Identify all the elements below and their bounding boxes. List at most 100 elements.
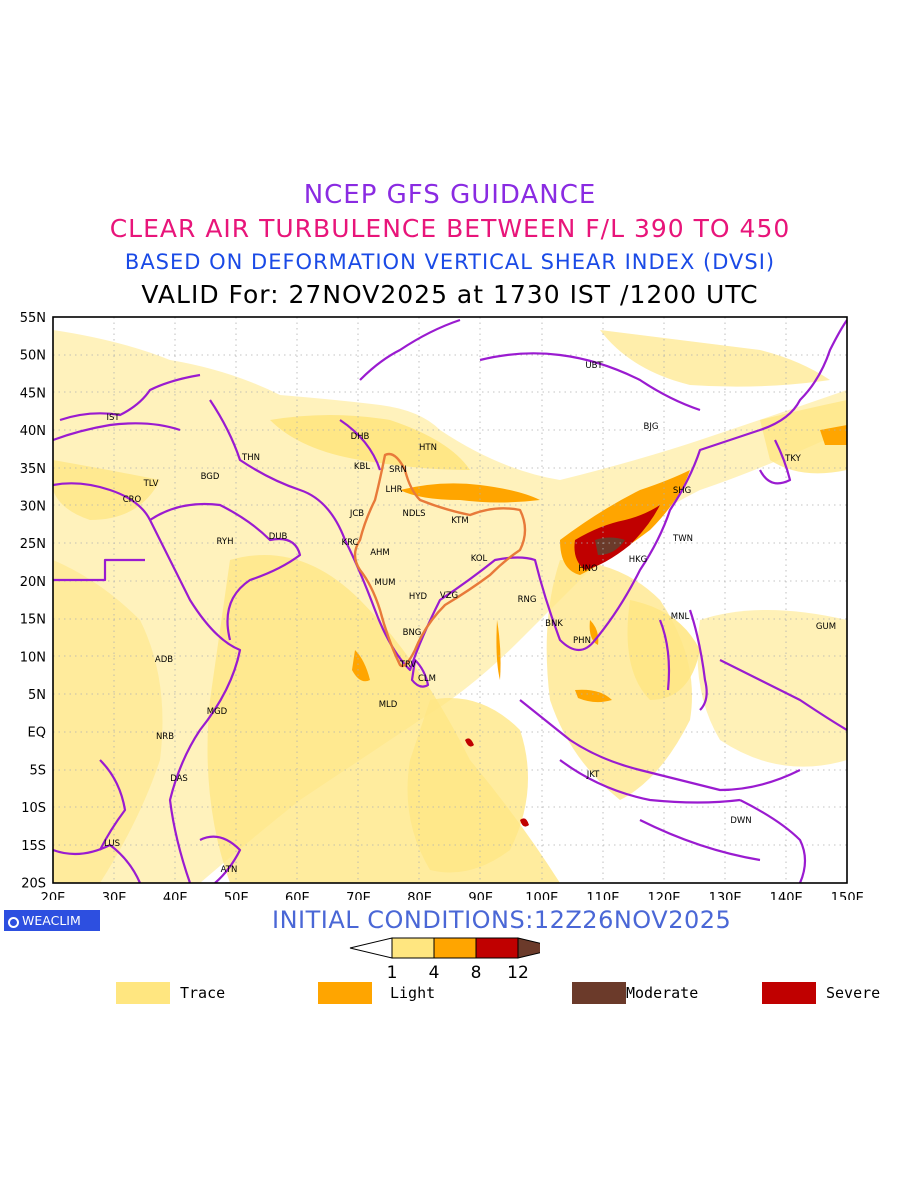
- logo-text: WEACLIM: [22, 913, 81, 928]
- colorbar-tick-8: 8: [471, 963, 482, 983]
- lon-label: 70E: [346, 891, 371, 900]
- colorbar-trace-box: [391, 937, 435, 959]
- title-line-2: CLEAR AIR TURBULENCE BETWEEN F/L 390 TO …: [109, 214, 791, 243]
- lat-label: 55N: [20, 311, 46, 326]
- city-label-tlv: TLV: [143, 479, 159, 489]
- lon-label: 140E: [770, 891, 803, 900]
- legend-label-moderate: Moderate: [626, 984, 699, 1002]
- lat-label: 30N: [20, 500, 46, 515]
- latitude-labels: 55N 50N 45N 40N 35N 30N 25N 20N 15N 10N 5N EQ 5S 10S 1…: [20, 311, 46, 892]
- city-label-adb: ADB: [155, 655, 173, 665]
- city-label-hyd: HYD: [409, 592, 428, 602]
- lon-label: 50E: [224, 891, 249, 900]
- city-label-ahm: AHM: [370, 548, 390, 558]
- lon-label: 110E: [586, 891, 619, 900]
- lat-label: 35N: [20, 462, 46, 477]
- city-label-kol: KOL: [471, 554, 488, 564]
- lon-label: 20E: [41, 891, 66, 900]
- india-boundary: [353, 452, 527, 668]
- city-label-htn: HTN: [419, 443, 437, 453]
- logo-ring-icon: [8, 917, 19, 928]
- map-frame: [52, 316, 848, 884]
- city-label-clm: CLM: [418, 674, 436, 684]
- city-label-bjg: BJG: [644, 422, 659, 432]
- city-label-shg: SHG: [673, 486, 691, 496]
- lat-label: 5N: [28, 688, 46, 703]
- city-label-das: DAS: [170, 774, 188, 784]
- city-label-mum: MUM: [375, 578, 396, 588]
- lat-label: 40N: [20, 424, 46, 439]
- lat-label: 15N: [20, 613, 46, 628]
- legend-label-light: Light: [390, 984, 436, 1002]
- city-label-thn: THN: [241, 453, 260, 463]
- lat-label: 20N: [20, 575, 46, 590]
- city-label-ubt: UBT: [585, 361, 603, 371]
- city-label-lus: LUS: [104, 839, 120, 849]
- city-label-ist: IST: [106, 413, 120, 423]
- legend-swatch-light: [318, 982, 372, 1004]
- lon-label: 120E: [647, 891, 680, 900]
- city-label-hkg: HKG: [629, 555, 648, 565]
- city-label-bgd: BGD: [201, 472, 220, 482]
- city-label-lhr: LHR: [385, 485, 402, 495]
- coastlines: [53, 318, 847, 883]
- lat-label: 15S: [21, 839, 46, 854]
- city-label-nrb: NRB: [156, 732, 174, 742]
- city-label-phn: PHN: [573, 636, 591, 646]
- colorbar-severe-box: [475, 937, 519, 959]
- lon-label: 60E: [285, 891, 310, 900]
- weaclim-logo: WEACLIM: [4, 910, 100, 931]
- lon-label: 30E: [102, 891, 127, 900]
- colorbar-tick-12: 12: [507, 963, 529, 983]
- colorbar-tick-1: 1: [387, 963, 398, 983]
- legend-swatch-trace: [116, 982, 170, 1004]
- city-label-ktm: KTM: [451, 516, 468, 526]
- city-label-gum: GUM: [816, 622, 836, 632]
- valid-time-line: VALID For: 27NOV2025 at 1730 IST /1200 U…: [141, 280, 759, 309]
- lon-label: 80E: [407, 891, 432, 900]
- lon-label: 100E: [525, 891, 558, 900]
- city-label-twn: TWN: [672, 534, 693, 544]
- lon-label: 130E: [709, 891, 742, 900]
- city-label-bnk: BNK: [545, 619, 563, 629]
- city-label-mgd: MGD: [207, 707, 228, 717]
- city-label-vzg: VZG: [440, 591, 458, 601]
- turbulence-map: UBT BJG IST DHB HTN TKY THN KBL SRN BGD TLV LHR CRO S…: [20, 311, 864, 900]
- title-line-1: NCEP GFS GUIDANCE: [303, 180, 597, 210]
- city-label-mnl: MNL: [671, 612, 690, 622]
- lat-label: 25N: [20, 537, 46, 552]
- city-label-rng: RNG: [518, 595, 537, 605]
- legend-label-trace: Trace: [180, 984, 226, 1002]
- city-label-jkt: JKT: [586, 770, 600, 780]
- legend-label-severe: Severe: [826, 984, 881, 1002]
- lon-label: 90E: [468, 891, 493, 900]
- city-label-bng: BNG: [403, 628, 422, 638]
- colorbar-lower-arrow: [349, 937, 393, 959]
- city-label-hno: HNO: [578, 564, 598, 574]
- colorbar-light-box: [433, 937, 477, 959]
- colorbar-tick-4: 4: [429, 963, 440, 983]
- lon-label: 40E: [163, 891, 188, 900]
- city-label-ryh: RYH: [217, 537, 234, 547]
- city-label-tky: TKY: [784, 454, 801, 464]
- initial-conditions: INITIAL CONDITIONS:12Z26NOV2025: [272, 906, 732, 934]
- legend-swatch-severe: [762, 982, 816, 1004]
- city-label-trv: TRV: [399, 660, 417, 670]
- city-label-mld: MLD: [379, 700, 398, 710]
- longitude-labels: 20E 30E 40E 50E 60E 70E 80E 90E 100E 110E 120E 130E…: [41, 891, 864, 900]
- city-label-srn: SRN: [389, 465, 407, 475]
- lat-label: 50N: [20, 349, 46, 364]
- city-label-dhb: DHB: [351, 432, 370, 442]
- city-label-jcb: JCB: [349, 509, 364, 519]
- lon-label: 150E: [831, 891, 864, 900]
- lat-label: 5S: [29, 763, 46, 778]
- city-label-kbl: KBL: [354, 462, 370, 472]
- city-label-ndls: NDLS: [402, 509, 425, 519]
- lat-label: 10S: [21, 801, 46, 816]
- lat-label: 45N: [20, 386, 46, 401]
- legend-swatch-moderate: [572, 982, 626, 1004]
- lat-label: EQ: [28, 726, 46, 741]
- city-label-cro: CRO: [123, 495, 142, 505]
- city-label-dub: DUB: [269, 532, 288, 542]
- lat-label: 20S: [21, 877, 46, 892]
